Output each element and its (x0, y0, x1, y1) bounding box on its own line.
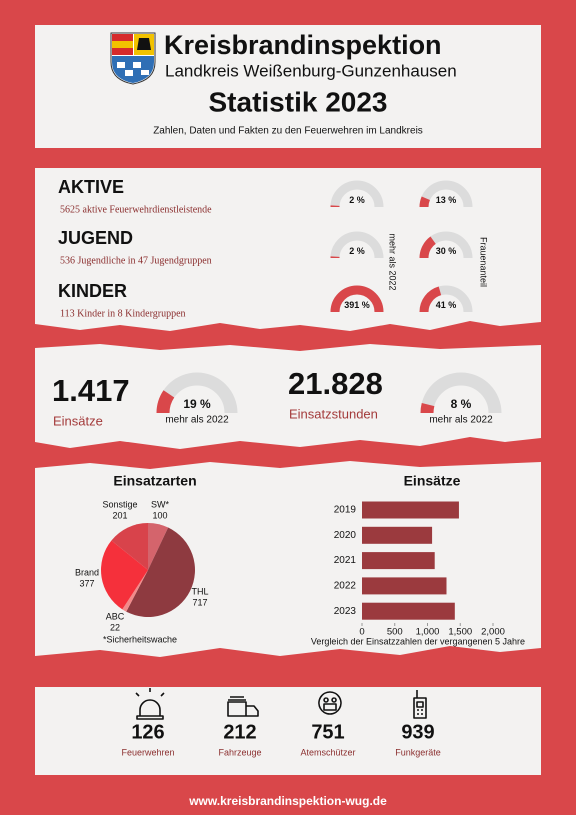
pie-label: SW* (151, 499, 169, 509)
chart-title: Einsatzarten (113, 473, 196, 489)
bar (362, 501, 459, 519)
gauge-label: 19 % (183, 397, 211, 411)
gauge-track (330, 180, 384, 208)
panel (35, 168, 541, 331)
pie-label: ABC (106, 611, 125, 621)
y-tick-label: 2023 (334, 606, 357, 617)
title: Kreisbrandinspektion (164, 30, 442, 60)
x-tick-label: 500 (387, 627, 403, 638)
gauge-track (420, 372, 502, 414)
equipment-label: Feuerwehren (121, 747, 174, 757)
pie-slice (111, 523, 148, 570)
total-caption: Einsätze (53, 413, 103, 428)
pie-label: THL (191, 586, 208, 596)
bar (362, 526, 433, 544)
gauge-label: 30 % (436, 246, 457, 256)
y-tick-label: 2021 (334, 555, 357, 566)
pie-note: *Sicherheitswache (103, 634, 177, 644)
x-tick-label: 1,000 (416, 627, 440, 638)
pie-value: 201 (112, 510, 127, 520)
gauge-fill (419, 231, 473, 259)
gauge-label: 2 % (349, 195, 365, 205)
equipment-number: 939 (401, 721, 434, 743)
group-text: 113 Kinder in 8 Kindergruppen (60, 308, 186, 319)
bar (362, 552, 435, 570)
chart-title: Einsätze (404, 473, 461, 489)
gauge-label: 41 % (436, 300, 457, 310)
pie-slice (122, 570, 148, 612)
equipment-number: 751 (311, 721, 344, 743)
group-title: JUGEND (58, 228, 133, 248)
gauge-fill (330, 285, 384, 313)
gauge-fill (419, 180, 473, 208)
gauge-fill (156, 372, 238, 414)
equipment-number: 212 (223, 721, 256, 743)
change-caption: mehr als 2022 (388, 233, 398, 290)
coat-of-arms (110, 32, 156, 85)
x-tick-label: 0 (359, 627, 364, 638)
gauge-label: 8 % (451, 397, 472, 411)
x-tick-label: 1,500 (448, 627, 472, 638)
pie-slice (126, 527, 196, 617)
chart-caption: Vergleich der Einsatzzahlen der vergange… (311, 636, 525, 646)
group-title: AKTIVE (58, 177, 124, 197)
pie-label: Sonstige (102, 499, 137, 509)
panel (35, 687, 541, 775)
gauge-track (330, 231, 384, 259)
heading: Statistik 2023 (209, 86, 388, 117)
gauge-label: 13 % (436, 195, 457, 205)
icon (413, 690, 427, 719)
equipment-label: Atemschützer (300, 747, 355, 757)
pie-value: 377 (79, 578, 94, 588)
equipment-label: Funkgeräte (395, 747, 441, 757)
total-caption: Einsatzstunden (289, 406, 378, 421)
share-caption: Frauenanteil (479, 237, 489, 287)
y-tick-label: 2022 (334, 581, 357, 592)
panel (35, 25, 541, 148)
equipment-label: Fahrzeuge (218, 747, 261, 757)
group-text: 536 Jugendliche in 47 Jugendgruppen (60, 255, 212, 266)
change-caption: mehr als 2022 (165, 415, 229, 426)
equipment-number: 126 (131, 721, 164, 743)
pie-label: Brand (75, 567, 99, 577)
x-tick-label: 2,000 (481, 627, 505, 638)
group-title: KINDER (58, 281, 127, 301)
tagline: Zahlen, Daten und Fakten zu den Feuerweh… (153, 126, 423, 137)
y-tick-label: 2019 (334, 505, 357, 516)
change-caption: mehr als 2022 (429, 415, 493, 426)
pie-value: 100 (152, 510, 167, 520)
y-tick-label: 2020 (334, 530, 357, 541)
icon (135, 688, 165, 720)
total-number: 1.417 (52, 373, 130, 408)
footer-url: www.kreisbrandinspektion-wug.de (188, 794, 387, 808)
bar (362, 577, 447, 595)
panel (35, 344, 541, 449)
bar (362, 602, 455, 620)
total-number: 21.828 (288, 366, 383, 401)
pie-slice (148, 523, 169, 570)
gauge-label: 391 % (344, 300, 370, 310)
icon (227, 696, 259, 717)
pie-slice (100, 540, 148, 610)
gauge-label: 2 % (349, 246, 365, 256)
gauge-fill (419, 285, 473, 313)
icon (318, 691, 342, 715)
pie-value: 22 (110, 622, 120, 632)
subtitle: Landkreis Weißenburg-Gunzenhausen (165, 61, 457, 80)
pie-value: 717 (192, 597, 207, 607)
group-text: 5625 aktive Feuerwehrdienstleistende (60, 204, 212, 215)
